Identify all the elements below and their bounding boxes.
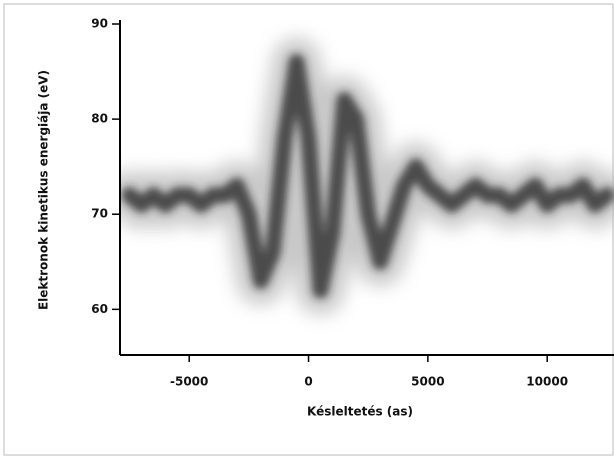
streak-core: [121, 54, 614, 299]
x-axis-label: Késleltetés (as): [307, 405, 413, 419]
y-tick-label: 70: [91, 207, 108, 221]
y-tick-label: 80: [91, 112, 108, 126]
frame: [3, 3, 614, 456]
x-tick-label: 5000: [411, 375, 444, 389]
x-tick-label: 10000: [526, 375, 568, 389]
plot-area: [121, 38, 614, 315]
x-tick-label: -5000: [170, 375, 208, 389]
x-tick-label: 0: [304, 375, 312, 389]
y-tick-label: 60: [91, 302, 108, 316]
y-tick-label: 90: [91, 17, 108, 31]
y-axis-label: Elektronok kinetikus energiája (eV): [37, 70, 51, 310]
